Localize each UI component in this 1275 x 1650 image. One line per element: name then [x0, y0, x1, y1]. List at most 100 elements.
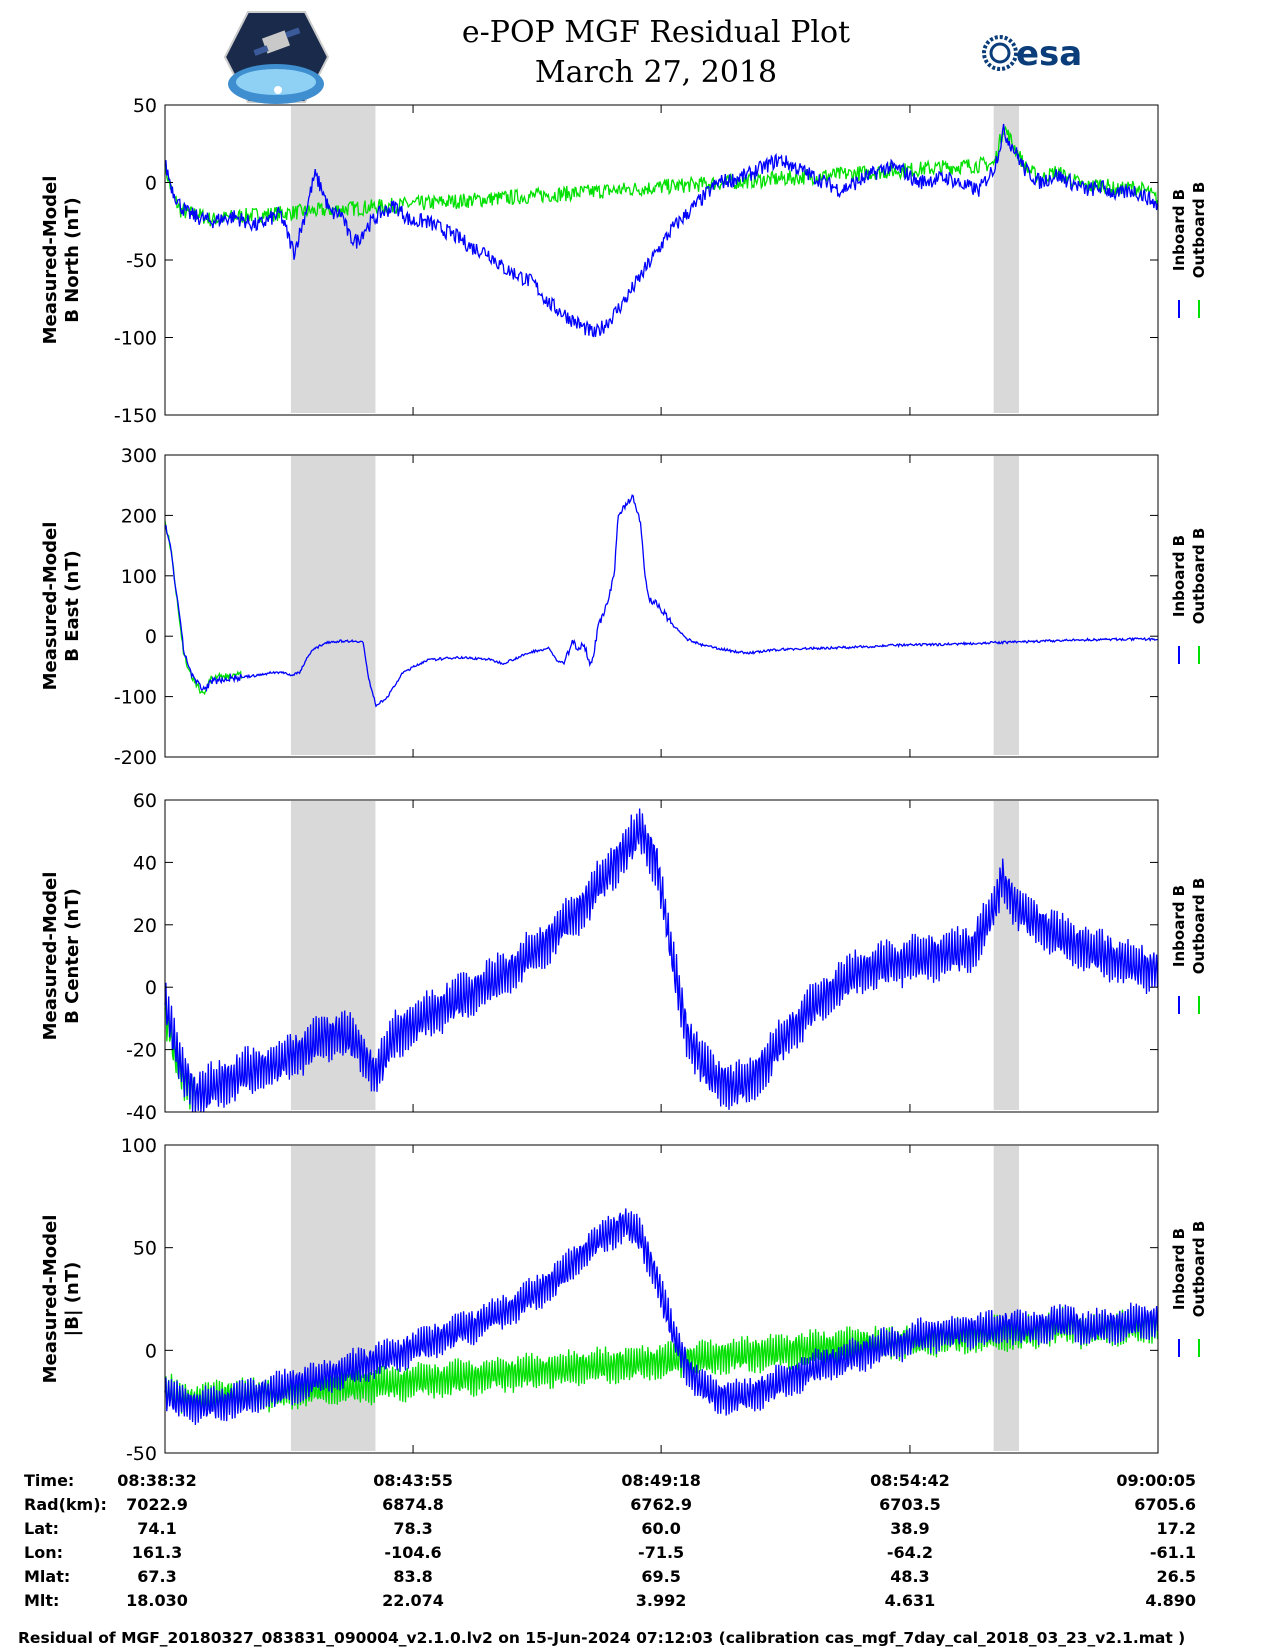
plot-subtitle: March 27, 2018	[535, 55, 777, 90]
plot-title: e-POP MGF Residual Plot	[462, 15, 850, 50]
table-cell: 4.631	[885, 1591, 936, 1610]
table-cell: 6762.9	[630, 1495, 692, 1514]
table-cell: -61.1	[1150, 1543, 1196, 1562]
shaded-interval-1	[290, 456, 376, 755]
legend: Inboard B Outboard B	[1170, 878, 1208, 1014]
table-cell: -71.5	[638, 1543, 684, 1562]
y-tick-label: 60	[133, 790, 157, 812]
table-cell: 67.3	[137, 1567, 176, 1586]
legend: Inboard B Outboard B	[1170, 528, 1208, 664]
table-cell: 6705.6	[1134, 1495, 1196, 1514]
series-line-inboard-b	[164, 494, 1158, 708]
shaded-interval-2	[993, 801, 1019, 1110]
panel-4: -50 0 50 100 Measured-Model|B| (nT) Inboard B…	[40, 1135, 1208, 1465]
esa-logo: esa	[982, 34, 1082, 74]
table-cell: 26.5	[1157, 1567, 1196, 1586]
legend-inboard-label: Inboard B	[1170, 535, 1188, 617]
legend-outboard-label: Outboard B	[1190, 878, 1208, 975]
esa-logo-text: esa	[1016, 34, 1082, 74]
y-tick-label: -100	[114, 687, 157, 709]
table-cell: 08:43:55	[373, 1471, 453, 1490]
table-cell: 3.992	[636, 1591, 687, 1610]
table-row-label: Mlt:	[24, 1591, 59, 1610]
table-cell: 38.9	[890, 1519, 929, 1538]
series-line-inboard-b	[164, 1208, 1159, 1426]
legend-outboard-label: Outboard B	[1190, 182, 1208, 279]
y-tick-label: 0	[145, 977, 157, 999]
y-axis-label-line-1: Measured-Model	[40, 1215, 61, 1384]
y-tick-label: -150	[114, 405, 157, 427]
y-tick-label: -50	[126, 250, 157, 272]
shaded-interval-2	[993, 1146, 1019, 1451]
panel-3: -40 -20 0 20 40 60 Measured-ModelB Center (nT)…	[40, 790, 1208, 1124]
series-line-outboard-b	[164, 125, 1159, 227]
table-row-label: Time:	[24, 1471, 74, 1490]
table-cell: 6703.5	[879, 1495, 941, 1514]
y-axis-label: Measured-ModelB Center (nT)	[40, 872, 83, 1041]
shaded-interval-1	[290, 106, 376, 413]
y-tick-label: 300	[121, 445, 157, 467]
y-tick-label: 0	[145, 626, 157, 648]
shaded-interval-2	[993, 456, 1019, 755]
panel-2: -200 -100 0 100 200 300 Measured-ModelB East (…	[40, 445, 1208, 769]
table-cell: 6874.8	[382, 1495, 444, 1514]
y-axis-label-line-1: Measured-Model	[40, 522, 61, 691]
y-tick-label: -40	[126, 1102, 157, 1124]
table-cell: 4.890	[1145, 1591, 1196, 1610]
y-tick-label: 50	[133, 1238, 157, 1260]
table-row-label: Rad(km):	[24, 1495, 107, 1514]
y-tick-label: 20	[133, 915, 157, 937]
footer-text: Residual of MGF_20180327_083831_090004_v…	[18, 1629, 1185, 1647]
y-axis-label: Measured-ModelB East (nT)	[40, 522, 83, 691]
y-tick-label: -100	[114, 328, 157, 350]
y-tick-label: -20	[126, 1040, 157, 1062]
y-axis-label-line-2: B North (nT)	[62, 197, 83, 323]
table-cell: 18.030	[126, 1591, 188, 1610]
series-line-inboard-b	[164, 808, 1159, 1113]
table-row-label: Lat:	[24, 1519, 59, 1538]
series-line-inboard-b	[164, 123, 1159, 338]
legend-inboard-label: Inboard B	[1170, 189, 1188, 271]
y-tick-label: -50	[126, 1443, 157, 1465]
y-axis-label-line-2: B Center (nT)	[62, 888, 83, 1024]
y-axis-label: Measured-Model|B| (nT)	[40, 1215, 83, 1384]
table-row-label: Mlat:	[24, 1567, 70, 1586]
table-cell: 08:38:32	[117, 1471, 197, 1490]
mission-patch-logo	[223, 11, 330, 104]
y-axis-label-line-2: B East (nT)	[62, 550, 83, 662]
series-line-outboard-b	[164, 521, 243, 696]
orbit-info-table: Time: 08:38:32 08:43:55 08:49:18 08:54:42 09:…	[24, 1471, 1196, 1610]
table-cell: 78.3	[393, 1519, 432, 1538]
y-tick-label: 40	[133, 852, 157, 874]
shaded-interval-1	[290, 1146, 376, 1451]
table-cell: 17.2	[1157, 1519, 1196, 1538]
y-tick-label: 200	[121, 505, 157, 527]
table-cell: 22.074	[382, 1591, 444, 1610]
header: e-POP MGF Residual Plot March 27, 2018 e…	[223, 11, 1082, 104]
legend: Inboard B Outboard B	[1170, 182, 1208, 318]
y-axis-label-line-2: |B| (nT)	[62, 1262, 83, 1337]
legend-outboard-label: Outboard B	[1190, 528, 1208, 625]
table-cell: 08:49:18	[621, 1471, 701, 1490]
y-tick-label: -200	[114, 747, 157, 769]
legend-inboard-label: Inboard B	[1170, 885, 1188, 967]
legend: Inboard B Outboard B	[1170, 1221, 1208, 1357]
y-axis-label-line-1: Measured-Model	[40, 176, 61, 345]
table-cell: 48.3	[890, 1567, 929, 1586]
table-cell: 7022.9	[126, 1495, 188, 1514]
table-row-label: Lon:	[24, 1543, 63, 1562]
panel-1: -150 -100 -50 0 50 Measured-ModelB North (nT)…	[40, 95, 1208, 427]
y-axis-label: Measured-ModelB North (nT)	[40, 176, 83, 345]
table-cell: -64.2	[887, 1543, 933, 1562]
y-axis-label-line-1: Measured-Model	[40, 872, 61, 1041]
y-tick-label: 100	[121, 1135, 157, 1157]
table-cell: 74.1	[137, 1519, 176, 1538]
table-cell: 83.8	[393, 1567, 432, 1586]
legend-inboard-label: Inboard B	[1170, 1228, 1188, 1310]
y-tick-label: 100	[121, 566, 157, 588]
table-cell: 161.3	[132, 1543, 183, 1562]
y-tick-label: 0	[145, 173, 157, 195]
table-cell: -104.6	[384, 1543, 441, 1562]
